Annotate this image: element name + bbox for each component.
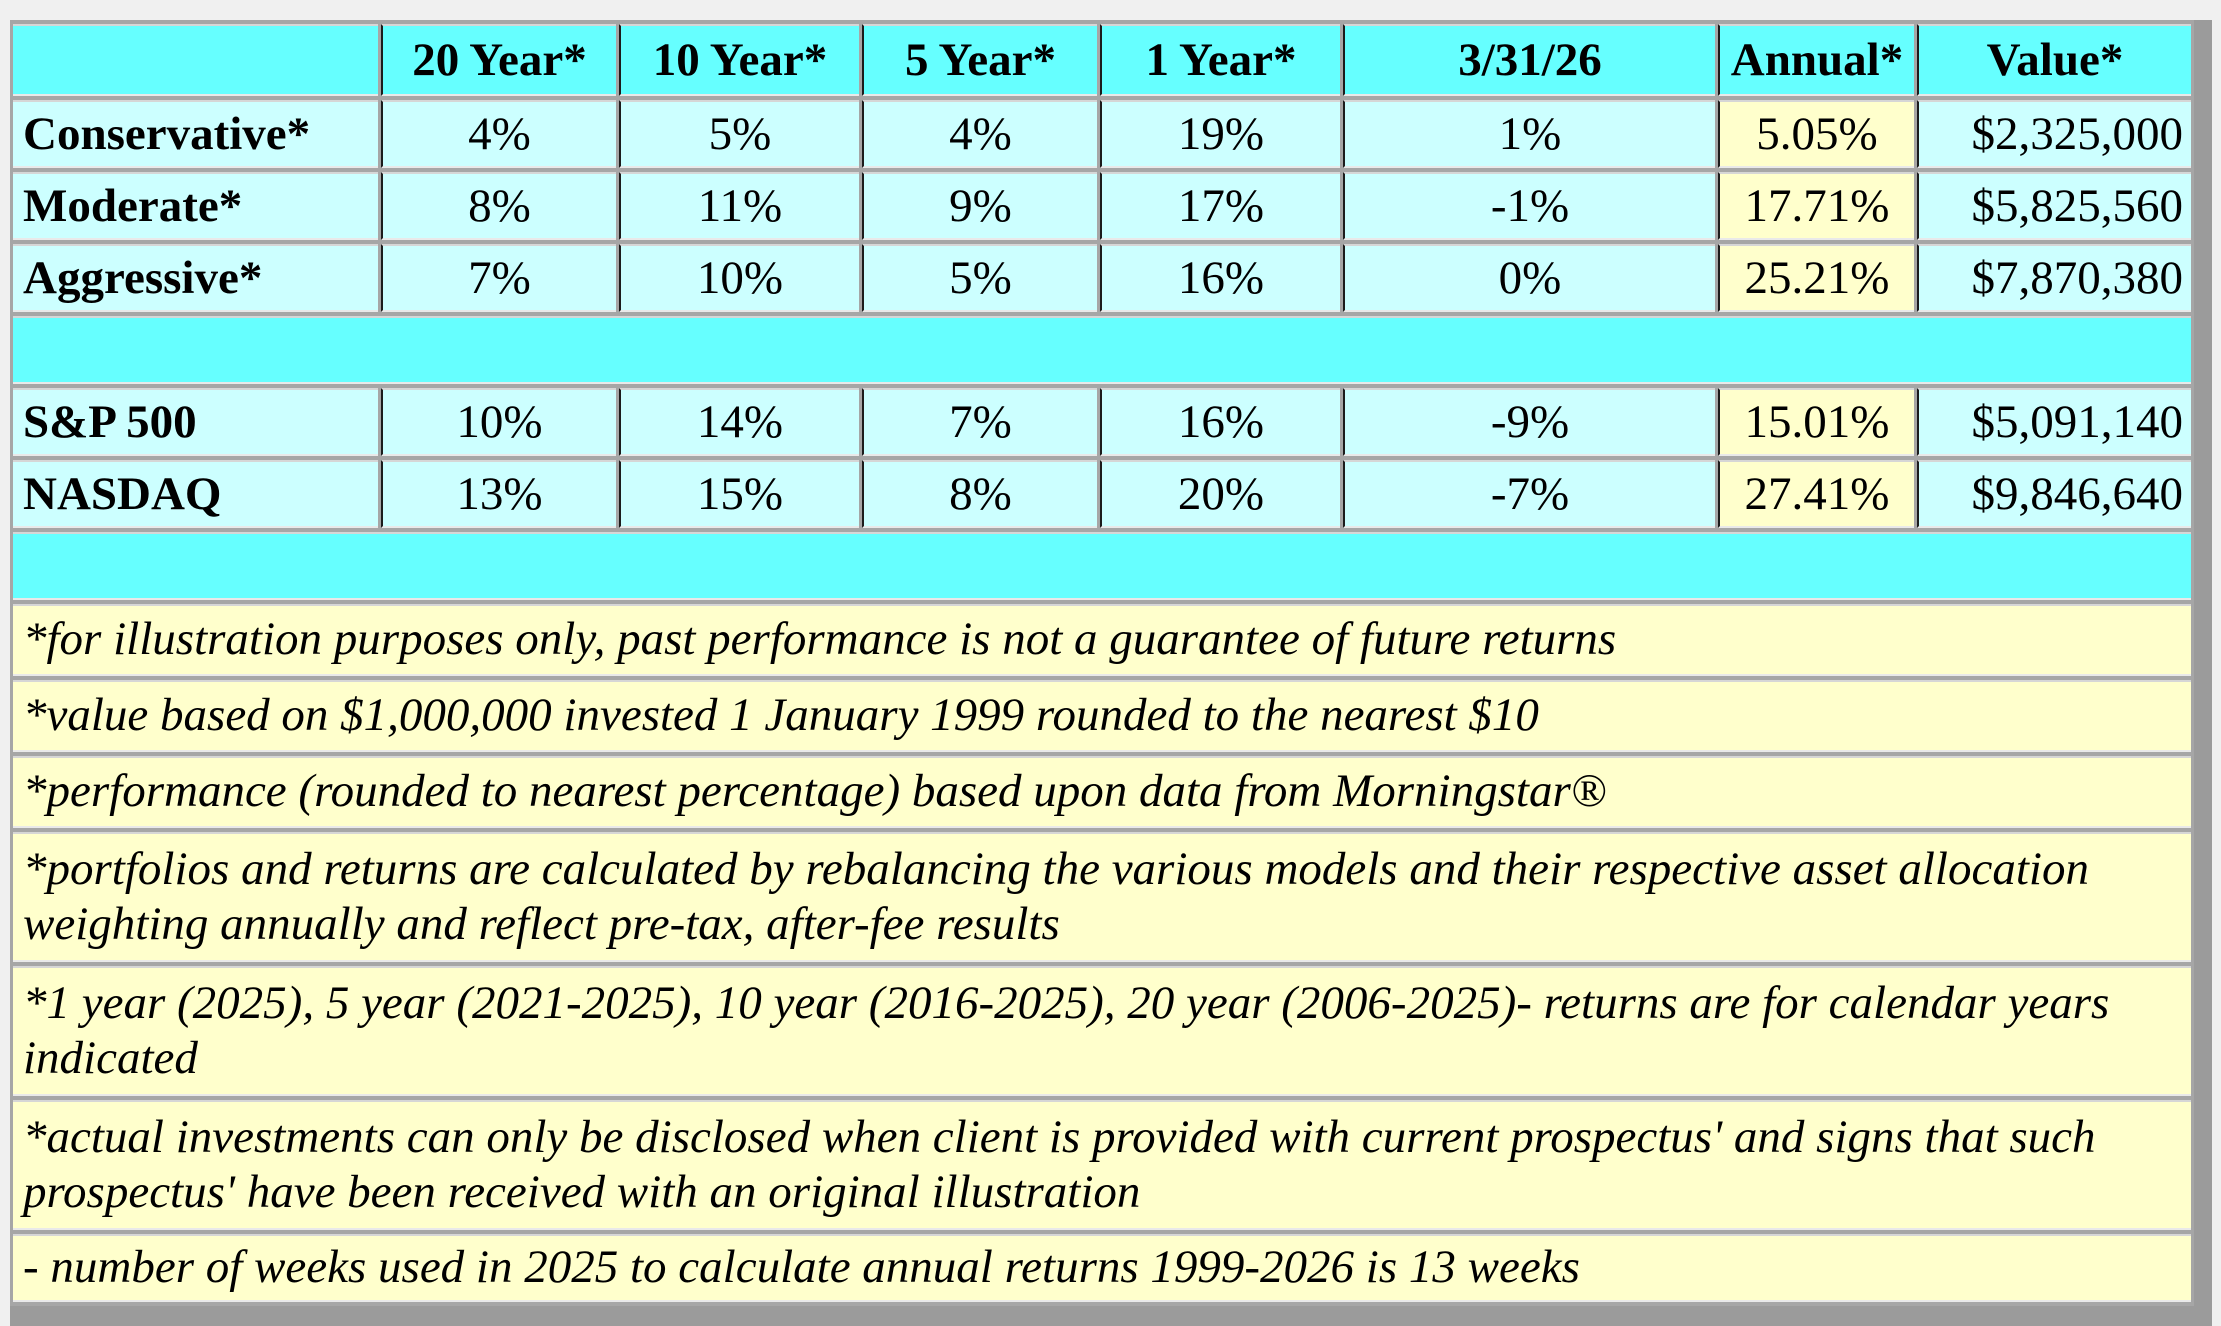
cell-1-year: 17%: [1100, 172, 1340, 240]
cell-20-year: 4%: [381, 100, 616, 168]
column-header-value: Value*: [1917, 24, 2191, 96]
cell-10-year: 14%: [619, 388, 859, 456]
cell-20-year: 8%: [381, 172, 616, 240]
cell-10-year: 10%: [619, 244, 859, 312]
footnote-row: *actual investments can only be disclose…: [13, 1100, 2191, 1230]
footnote-row: *value based on $1,000,000 invested 1 Ja…: [13, 680, 2191, 752]
cell-10-year: 11%: [619, 172, 859, 240]
column-header-annual: Annual*: [1718, 24, 1914, 96]
cell-1-year: 16%: [1100, 388, 1340, 456]
footnote-text: *value based on $1,000,000 invested 1 Ja…: [13, 680, 2191, 752]
cell-10-year: 5%: [619, 100, 859, 168]
column-header-blank: [13, 24, 378, 96]
footnote-row: *for illustration purposes only, past pe…: [13, 604, 2191, 676]
cell-value: $7,870,380: [1917, 244, 2191, 312]
cell-1-year: 19%: [1100, 100, 1340, 168]
column-header-10-year: 10 Year*: [619, 24, 859, 96]
footnote-text: - number of weeks used in 2025 to calcul…: [13, 1234, 2191, 1302]
cell-5-year: 7%: [862, 388, 1097, 456]
cell-date: -1%: [1343, 172, 1715, 240]
table-row-aggressive: Aggressive* 7% 10% 5% 16% 0% 25.21% $7,8…: [13, 244, 2191, 312]
cell-5-year: 4%: [862, 100, 1097, 168]
column-header-5-year: 5 Year*: [862, 24, 1097, 96]
returns-table-container: 20 Year* 10 Year* 5 Year* 1 Year* 3/31/2…: [10, 20, 2212, 1326]
cell-1-year: 16%: [1100, 244, 1340, 312]
cell-5-year: 9%: [862, 172, 1097, 240]
cell-value: $5,091,140: [1917, 388, 2191, 456]
cell-value: $2,325,000: [1917, 100, 2191, 168]
footnote-text: *for illustration purposes only, past pe…: [13, 604, 2191, 676]
cell-date: 1%: [1343, 100, 1715, 168]
cell-20-year: 7%: [381, 244, 616, 312]
footnote-row: *1 year (2025), 5 year (2021-2025), 10 y…: [13, 966, 2191, 1096]
blank-spacer-row: [13, 532, 2191, 600]
column-header-date: 3/31/26: [1343, 24, 1715, 96]
footnote-row: - number of weeks used in 2025 to calcul…: [13, 1234, 2191, 1302]
header-row: 20 Year* 10 Year* 5 Year* 1 Year* 3/31/2…: [13, 24, 2191, 96]
row-label: Conservative*: [13, 100, 378, 168]
cell-value: $5,825,560: [1917, 172, 2191, 240]
column-header-1-year: 1 Year*: [1100, 24, 1340, 96]
table-row-conservative: Conservative* 4% 5% 4% 19% 1% 5.05% $2,3…: [13, 100, 2191, 168]
cell-value: $9,846,640: [1917, 460, 2191, 528]
cell-annual: 27.41%: [1718, 460, 1914, 528]
footnote-row: *performance (rounded to nearest percent…: [13, 756, 2191, 828]
footnote-text: *actual investments can only be disclose…: [13, 1100, 2191, 1230]
footnote-text: *performance (rounded to nearest percent…: [13, 756, 2191, 828]
cell-annual: 17.71%: [1718, 172, 1914, 240]
cell-date: -7%: [1343, 460, 1715, 528]
footnote-text: *1 year (2025), 5 year (2021-2025), 10 y…: [13, 966, 2191, 1096]
row-label: Aggressive*: [13, 244, 378, 312]
table-row-nasdaq: NASDAQ 13% 15% 8% 20% -7% 27.41% $9,846,…: [13, 460, 2191, 528]
footnote-row: *portfolios and returns are calculated b…: [13, 832, 2191, 962]
blank-spacer-row: [13, 316, 2191, 384]
cell-annual: 25.21%: [1718, 244, 1914, 312]
row-label: NASDAQ: [13, 460, 378, 528]
cell-10-year: 15%: [619, 460, 859, 528]
cell-20-year: 13%: [381, 460, 616, 528]
footnote-text: *portfolios and returns are calculated b…: [13, 832, 2191, 962]
cell-20-year: 10%: [381, 388, 616, 456]
cell-1-year: 20%: [1100, 460, 1340, 528]
row-label: S&P 500: [13, 388, 378, 456]
cell-5-year: 5%: [862, 244, 1097, 312]
cell-5-year: 8%: [862, 460, 1097, 528]
row-label: Moderate*: [13, 172, 378, 240]
cell-annual: 15.01%: [1718, 388, 1914, 456]
cell-annual: 5.05%: [1718, 100, 1914, 168]
table-row-sp500: S&P 500 10% 14% 7% 16% -9% 15.01% $5,091…: [13, 388, 2191, 456]
cell-date: -9%: [1343, 388, 1715, 456]
table-row-moderate: Moderate* 8% 11% 9% 17% -1% 17.71% $5,82…: [13, 172, 2191, 240]
returns-table: 20 Year* 10 Year* 5 Year* 1 Year* 3/31/2…: [10, 20, 2194, 1306]
column-header-20-year: 20 Year*: [381, 24, 616, 96]
cell-date: 0%: [1343, 244, 1715, 312]
